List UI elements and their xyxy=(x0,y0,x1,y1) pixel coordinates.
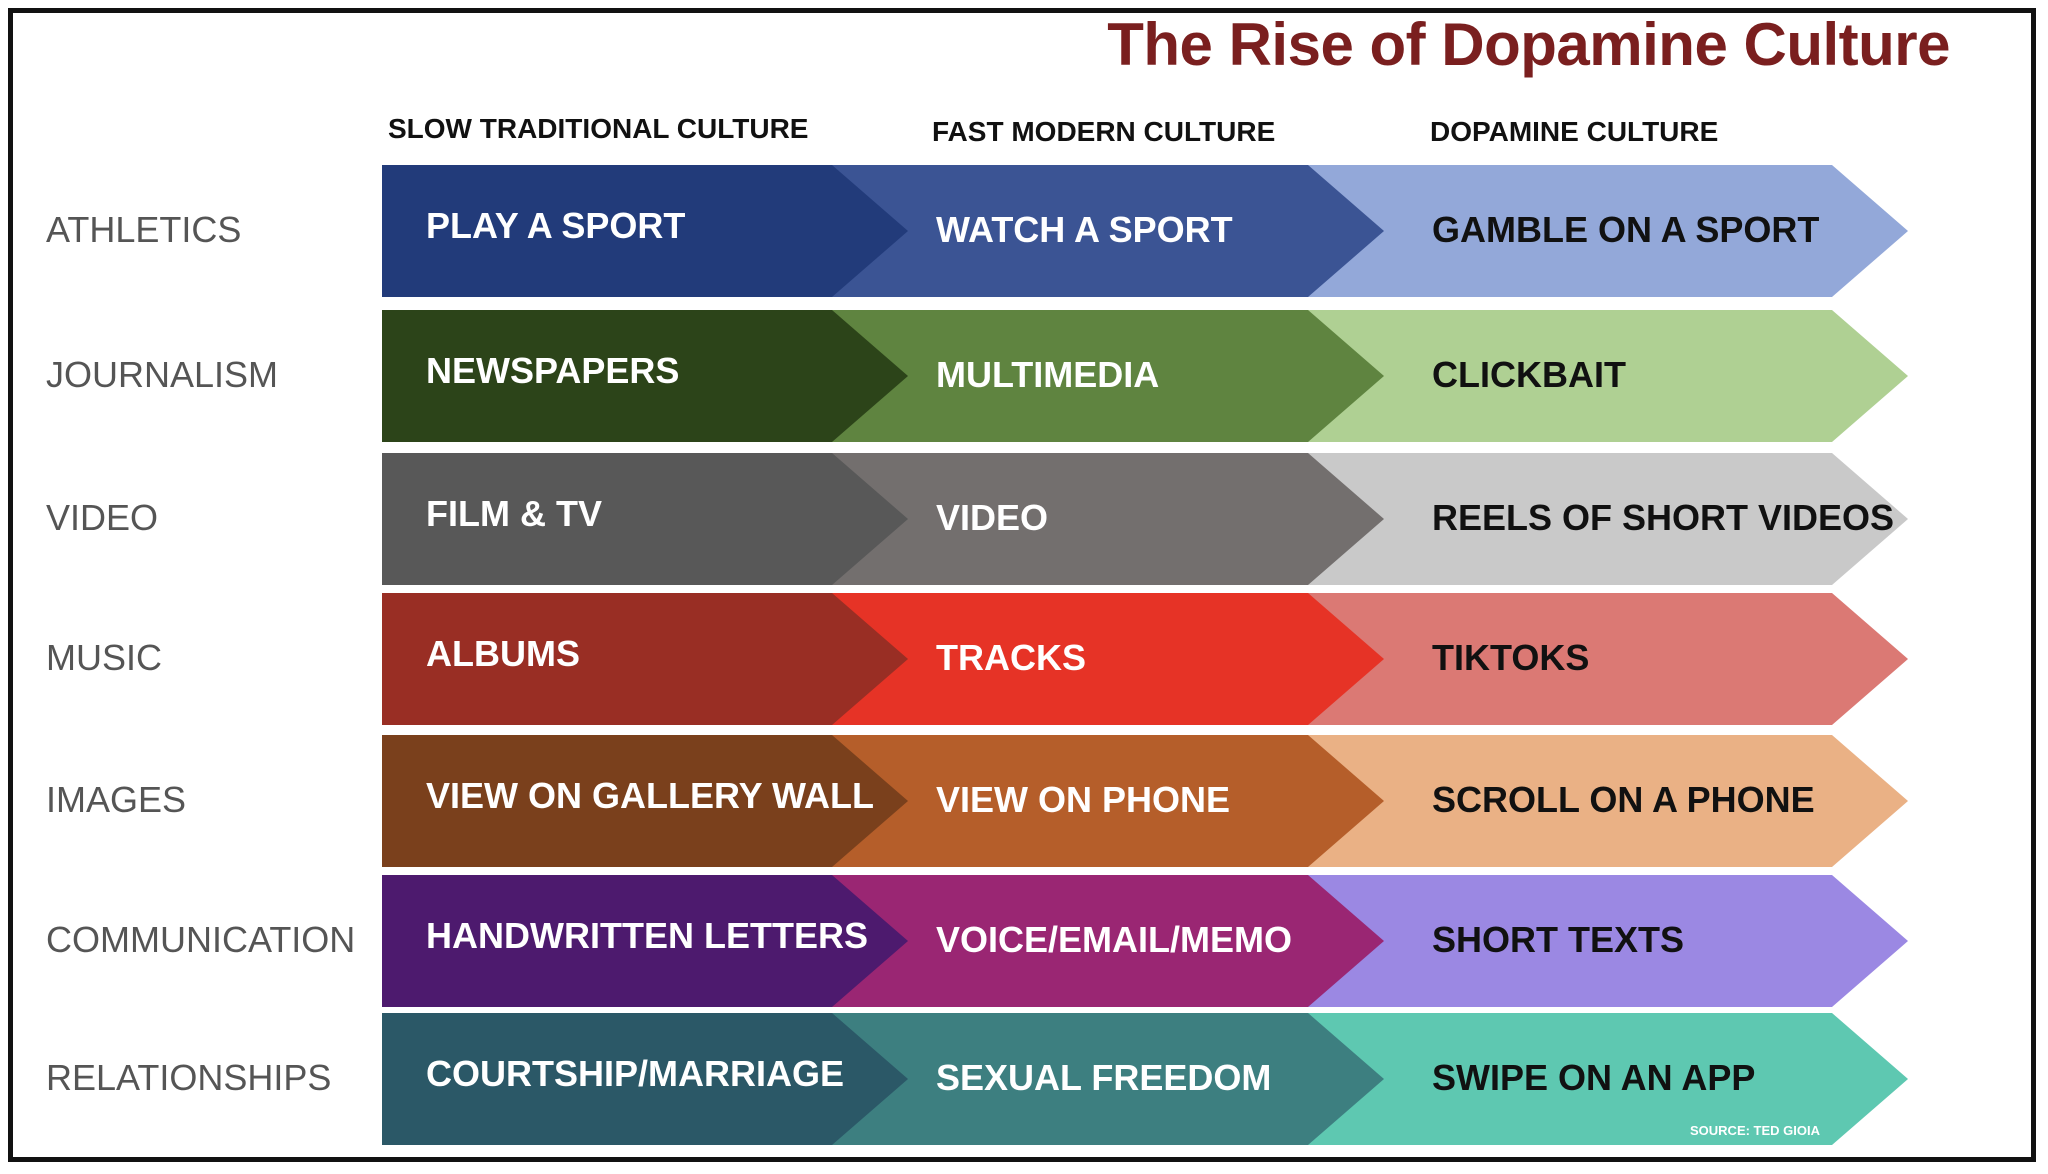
arrow-athletics-2 xyxy=(1308,165,1908,297)
cell-relationships-2: SWIPE ON AN APP xyxy=(1432,1057,1756,1098)
cell-journalism-0: NEWSPAPERS xyxy=(426,350,680,391)
source-note: SOURCE: TED GIOIA xyxy=(1690,1123,1821,1138)
column-header-fast: FAST MODERN CULTURE xyxy=(932,116,1276,147)
row-label-communication: COMMUNICATION xyxy=(46,919,356,960)
row-label-video: VIDEO xyxy=(46,497,159,538)
row-label-images: IMAGES xyxy=(46,779,187,820)
cell-relationships-0: COURTSHIP/MARRIAGE xyxy=(426,1053,845,1094)
cell-journalism-2: CLICKBAIT xyxy=(1432,354,1626,395)
cell-video-2: REELS OF SHORT VIDEOS xyxy=(1432,497,1895,538)
cell-athletics-2: GAMBLE ON A SPORT xyxy=(1432,209,1820,250)
arrow-journalism-1 xyxy=(832,310,1384,442)
arrow-music-0 xyxy=(382,593,908,725)
cell-athletics-0: PLAY A SPORT xyxy=(426,205,686,246)
arrow-communication-0 xyxy=(382,875,908,1007)
arrow-athletics-1 xyxy=(832,165,1384,297)
arrow-relationships-0 xyxy=(382,1013,908,1145)
row-label-music: MUSIC xyxy=(46,637,162,678)
arrow-video-1 xyxy=(832,453,1384,585)
cell-music-0: ALBUMS xyxy=(426,633,580,674)
row-label-relationships: RELATIONSHIPS xyxy=(46,1057,332,1098)
row-label-athletics: ATHLETICS xyxy=(46,209,242,250)
column-header-slow: SLOW TRADITIONAL CULTURE xyxy=(388,113,809,144)
arrow-communication-1 xyxy=(832,875,1384,1007)
cell-communication-2: SHORT TEXTS xyxy=(1432,919,1685,960)
cell-images-1: VIEW ON PHONE xyxy=(936,779,1231,820)
cell-music-1: TRACKS xyxy=(936,637,1086,678)
arrow-music-1 xyxy=(832,593,1384,725)
cell-images-2: SCROLL ON A PHONE xyxy=(1432,779,1815,820)
arrow-communication-2 xyxy=(1308,875,1908,1007)
arrow-images-0 xyxy=(382,735,908,867)
arrow-music-2 xyxy=(1308,593,1908,725)
cell-images-0: VIEW ON GALLERY WALL xyxy=(426,775,874,816)
cell-communication-1: VOICE/EMAIL/MEMO xyxy=(936,919,1293,960)
cell-video-0: FILM & TV xyxy=(426,493,602,534)
arrow-video-0 xyxy=(382,453,908,585)
cell-athletics-1: WATCH A SPORT xyxy=(936,209,1233,250)
arrow-relationships-2 xyxy=(1308,1013,1908,1145)
arrow-athletics-0 xyxy=(382,165,908,297)
cell-communication-0: HANDWRITTEN LETTERS xyxy=(426,915,868,956)
cell-relationships-1: SEXUAL FREEDOM xyxy=(936,1057,1272,1098)
cell-video-1: VIDEO xyxy=(936,497,1049,538)
arrow-images-2 xyxy=(1308,735,1908,867)
row-label-journalism: JOURNALISM xyxy=(46,354,279,395)
arrow-video-2 xyxy=(1308,453,1908,585)
column-header-dopamine: DOPAMINE CULTURE xyxy=(1430,116,1719,147)
cell-music-2: TIKTOKS xyxy=(1432,637,1590,678)
cell-journalism-1: MULTIMEDIA xyxy=(936,354,1160,395)
slide-title: The Rise of Dopamine Culture xyxy=(1107,11,1950,78)
arrow-relationships-1 xyxy=(832,1013,1384,1145)
arrow-journalism-0 xyxy=(382,310,908,442)
arrow-images-1 xyxy=(832,735,1384,867)
arrow-journalism-2 xyxy=(1308,310,1908,442)
